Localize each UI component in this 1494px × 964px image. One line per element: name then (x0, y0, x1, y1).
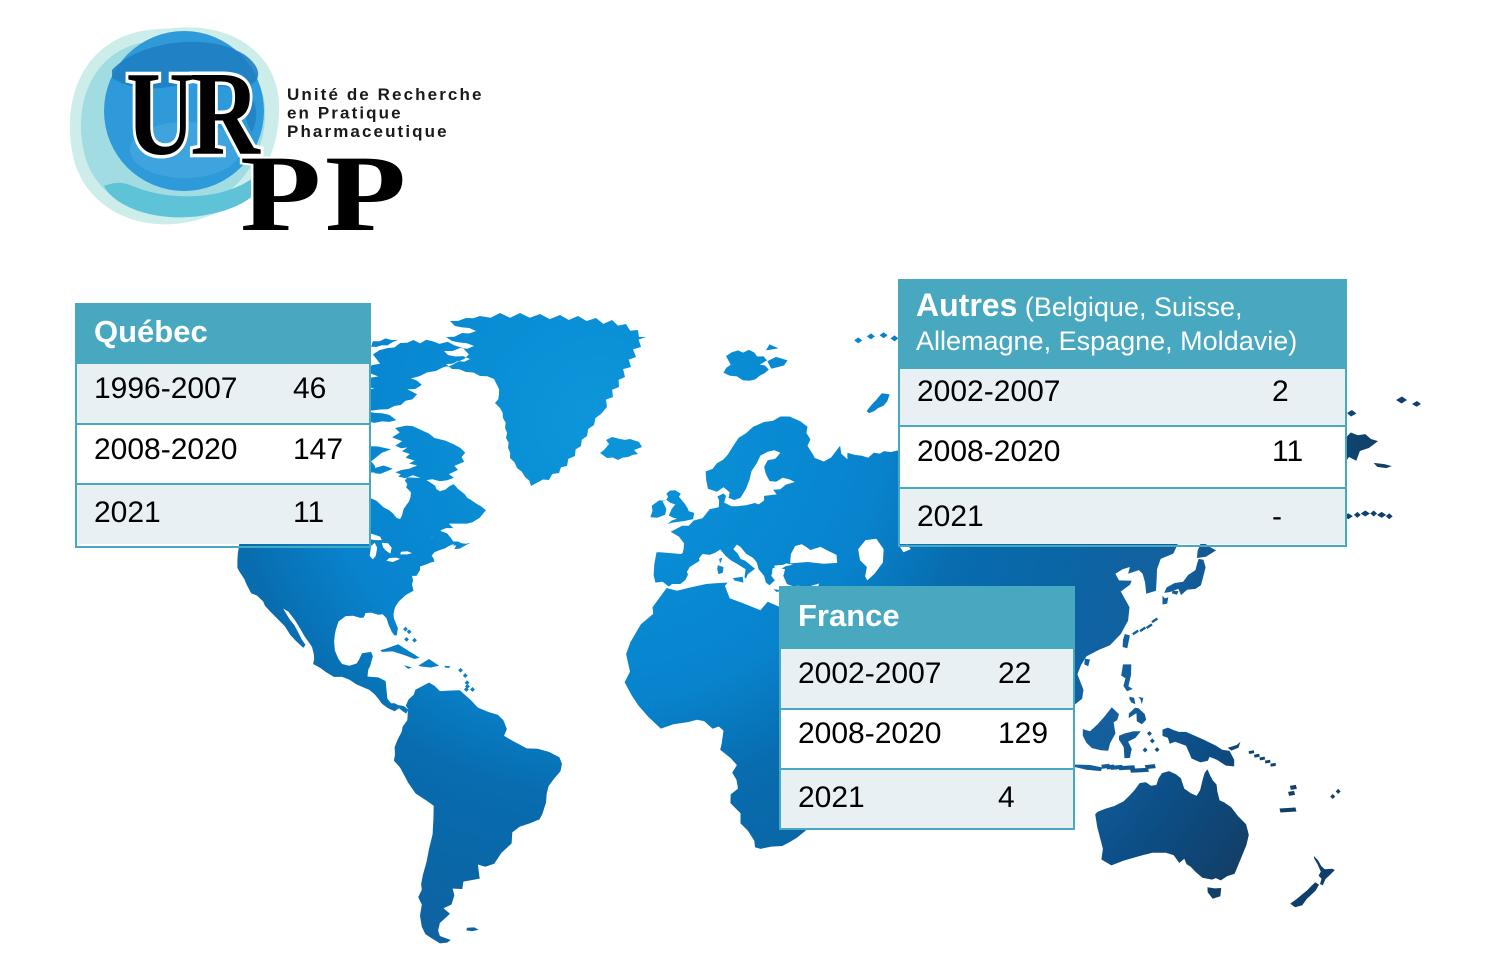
svg-text:en Pratique: en Pratique (287, 104, 403, 123)
svg-text:PP: PP (240, 134, 410, 254)
svg-text:UR: UR (126, 47, 261, 181)
svg-text:Unité de Recherche: Unité de Recherche (287, 85, 484, 104)
svg-text:Pharmaceutique: Pharmaceutique (287, 122, 449, 141)
